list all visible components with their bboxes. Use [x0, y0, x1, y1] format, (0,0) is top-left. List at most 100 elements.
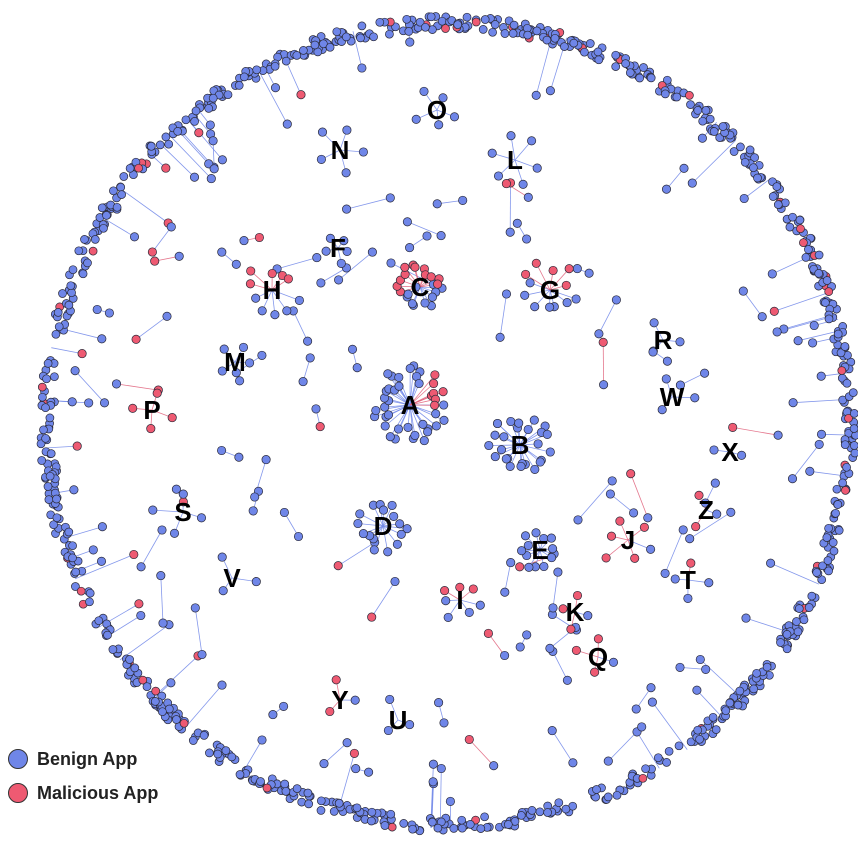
- ring-node: [41, 403, 50, 413]
- pair-edge: [320, 267, 347, 284]
- pair-node: [515, 562, 525, 572]
- cluster-a-node: [383, 369, 393, 379]
- ring-node: [462, 12, 472, 22]
- ring-node: [421, 22, 430, 32]
- ring-node: [721, 706, 731, 716]
- cluster-k-node: [572, 590, 583, 601]
- ring-node: [433, 823, 443, 833]
- ring-node: [83, 258, 92, 268]
- cluster-label-k: K: [566, 597, 585, 627]
- cluster-g-node: [571, 294, 581, 304]
- cluster-g-node: [520, 290, 530, 300]
- ring-node: [53, 308, 63, 317]
- ring-node: [352, 803, 362, 813]
- pair-node: [157, 525, 167, 535]
- ring-node: [71, 567, 81, 577]
- cluster-i-node: [468, 584, 478, 594]
- ring-node: [639, 63, 648, 72]
- ring-spoke-edge: [798, 330, 842, 342]
- ring-spoke-node: [194, 128, 204, 138]
- ring-spoke-node: [161, 163, 171, 173]
- pair-node: [217, 247, 227, 257]
- ring-node: [292, 784, 302, 793]
- ring-node: [292, 51, 302, 60]
- pair-edge: [284, 512, 299, 537]
- ring-node: [66, 281, 76, 291]
- cluster-e-node: [523, 540, 533, 551]
- ring-node: [38, 392, 47, 402]
- ring-spoke-node: [69, 485, 79, 495]
- cluster-d-node: [383, 547, 393, 557]
- ring-spoke-node: [809, 320, 819, 331]
- cluster-b-edge: [488, 444, 521, 446]
- ring-node: [488, 27, 497, 37]
- cluster-t-node: [686, 558, 696, 568]
- cluster-b-edge: [519, 444, 551, 453]
- cluster-j-node: [606, 531, 617, 541]
- cluster-label-m: M: [224, 347, 246, 377]
- ring-spoke-node: [349, 748, 359, 758]
- cluster-a-node: [430, 370, 440, 380]
- ring-spoke-node: [545, 86, 555, 96]
- ring-node: [465, 820, 475, 829]
- ring-spoke-node: [816, 429, 827, 439]
- pair-node: [136, 562, 146, 572]
- cluster-a-node: [405, 363, 415, 373]
- ring-node: [752, 668, 761, 678]
- ring-node: [603, 792, 613, 802]
- pair-node: [305, 353, 315, 363]
- ring-spoke-node: [257, 735, 267, 745]
- pair-node: [500, 650, 510, 661]
- cluster-a-node: [418, 419, 428, 429]
- ring-node: [833, 500, 843, 509]
- cluster-n-node: [316, 154, 326, 164]
- cluster-g-node: [564, 264, 574, 274]
- ring-node: [686, 737, 696, 747]
- ring-node: [824, 287, 834, 296]
- pair-node: [773, 430, 783, 440]
- ring-spoke-edge: [119, 624, 170, 661]
- ring-node: [44, 495, 54, 504]
- ring-node: [43, 359, 53, 368]
- ring-spoke-node: [647, 697, 657, 707]
- ring-node: [836, 348, 846, 358]
- ring-node: [316, 796, 326, 806]
- ring-spoke-edge: [352, 31, 363, 69]
- pair-edge: [732, 427, 779, 436]
- ring-node: [785, 222, 795, 232]
- cluster-e-node: [547, 553, 557, 563]
- pair-node: [208, 136, 218, 146]
- pair-node: [385, 193, 395, 203]
- cluster-b-node: [542, 429, 552, 439]
- cluster-c-node: [407, 299, 417, 309]
- ring-node: [725, 698, 735, 708]
- pair-node: [316, 278, 326, 288]
- pair-edge: [552, 572, 559, 608]
- ring-node: [415, 17, 425, 27]
- cluster-b-node: [514, 418, 524, 428]
- pair-node: [231, 259, 241, 269]
- pair-node: [700, 498, 710, 508]
- pair-node: [738, 286, 748, 296]
- pair-node: [436, 231, 446, 241]
- pair-node: [434, 698, 444, 708]
- ring-node: [164, 139, 174, 149]
- cluster-label-a: A: [401, 390, 420, 420]
- cluster-o-node: [449, 112, 460, 122]
- cluster-v-node: [218, 586, 228, 596]
- ring-node: [850, 448, 858, 458]
- ring-node: [332, 27, 342, 37]
- ring-node: [569, 38, 579, 48]
- cluster-l-node: [518, 179, 528, 189]
- ring-spoke-edge: [256, 67, 288, 125]
- pair-node: [675, 380, 685, 390]
- pair-node: [500, 587, 510, 597]
- cluster-d-node: [387, 500, 397, 510]
- pair-edge: [499, 293, 507, 338]
- ring-node: [804, 603, 814, 612]
- cluster-i-node: [464, 607, 474, 617]
- ring-node: [672, 92, 682, 102]
- cluster-p-node: [167, 413, 177, 423]
- cluster-label-e: E: [531, 535, 548, 565]
